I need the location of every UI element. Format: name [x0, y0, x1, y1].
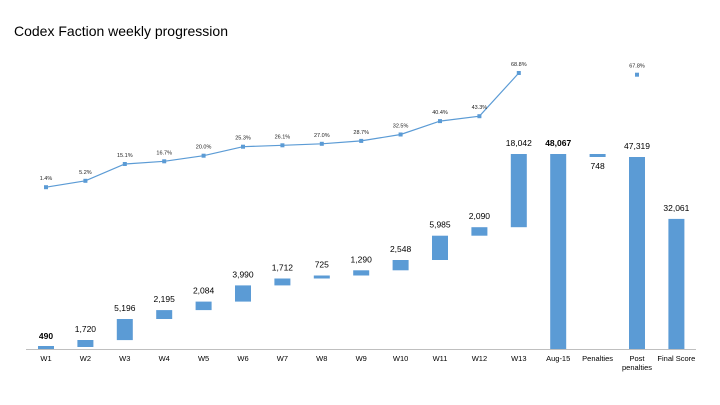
- bar-w7: [274, 278, 291, 286]
- bar-value-label: 3,990: [232, 269, 254, 279]
- category-label: Aug-15: [546, 354, 570, 363]
- bar-w12: [471, 227, 488, 236]
- percent-marker: [635, 72, 639, 77]
- bar-value-label: 48,067: [545, 138, 571, 148]
- bar-value-label: 47,319: [624, 141, 650, 151]
- percent-marker: [359, 138, 364, 143]
- bar-w11: [432, 235, 448, 260]
- percent-label: 15.1%: [117, 153, 133, 159]
- bar-w2: [77, 340, 94, 347]
- bar-value-label: 725: [315, 260, 329, 270]
- percent-label: 20.0%: [196, 145, 212, 151]
- bars-layer: [38, 154, 685, 349]
- bar-w4: [156, 310, 173, 319]
- percent-label: 1.4%: [40, 176, 53, 182]
- percent-label: 5.2%: [79, 170, 92, 176]
- category-label: W6: [237, 354, 248, 363]
- percent-marker: [516, 71, 521, 75]
- percent-marker: [122, 162, 127, 166]
- percent-marker: [201, 153, 206, 158]
- bar-value-label: 2,084: [193, 286, 215, 296]
- percent-label: 32.5%: [393, 124, 409, 130]
- percent-label: 67.8%: [629, 64, 645, 70]
- bar-value-label: 2,195: [154, 294, 176, 304]
- bar-value-label: 2,090: [469, 211, 491, 221]
- percent-line-layer: 1.4% 5.2% 15.1% 16.7% 20.0% 25.3% 26.1% 27.0% 28…: [40, 62, 645, 190]
- category-label: W1: [40, 354, 51, 363]
- category-label: penalties: [622, 363, 652, 372]
- category-label: W2: [80, 354, 91, 363]
- bar-value-label: 5,196: [114, 303, 136, 313]
- percent-marker: [319, 141, 324, 146]
- bar-w5: [195, 301, 212, 311]
- bar-value-label: 1,720: [75, 324, 97, 334]
- bar-value-label: 1,290: [351, 254, 373, 264]
- bar-value-label: 32,061: [663, 203, 689, 213]
- percent-label: 25.3%: [235, 136, 251, 142]
- bar-w8: [313, 275, 330, 279]
- category-label: W8: [316, 354, 327, 363]
- bar-w6: [235, 285, 251, 302]
- bar-w3: [116, 319, 133, 341]
- percent-marker: [162, 159, 167, 164]
- percent-marker: [477, 114, 482, 119]
- bar-aug-15: [550, 154, 567, 349]
- labels-layer: 490 1,720 5,196 2,195 2,084 3,990 1,712 725 1,29…: [39, 138, 690, 341]
- category-label: Penalties: [582, 354, 613, 363]
- bar-value-label: 5,985: [429, 220, 451, 230]
- percent-label: 43.3%: [472, 105, 488, 111]
- percent-series-line: [45, 72, 520, 188]
- category-label: W13: [511, 354, 526, 363]
- bar-value-label: 18,042: [506, 138, 532, 148]
- category-label: W12: [472, 354, 487, 363]
- percent-marker: [83, 178, 88, 183]
- bar-penalties: [589, 154, 606, 157]
- percent-label: 28.7%: [353, 130, 369, 136]
- bar-w1: [38, 346, 54, 349]
- percent-label: 68.8%: [511, 62, 527, 68]
- bar-w9: [353, 270, 370, 276]
- bar-value-label: 748: [591, 161, 605, 171]
- category-label: W11: [433, 354, 448, 363]
- percent-label: 27.0%: [314, 133, 330, 139]
- bar-w10: [392, 260, 409, 271]
- percent-marker: [438, 119, 442, 124]
- bar-value-label: 490: [39, 331, 53, 341]
- category-label: W7: [277, 354, 288, 363]
- category-label: Post: [629, 354, 645, 363]
- bar-value-label: 1,712: [272, 263, 294, 273]
- bar-value-label: 2,548: [390, 244, 412, 254]
- category-label: W9: [356, 354, 367, 363]
- category-label: W4: [159, 354, 170, 363]
- category-labels-layer: W1 W2 W3 W4 W5 W6 W7 W8 W9 W10 W11 W12 W13 Aug-15 Pena…: [40, 354, 695, 372]
- category-label: Final Score: [657, 354, 695, 363]
- percent-label: 16.7%: [156, 150, 172, 156]
- bar-post-penalties: [629, 157, 645, 349]
- percent-label: 40.4%: [432, 110, 448, 116]
- percent-label: 26.1%: [275, 134, 291, 140]
- percent-marker: [280, 143, 285, 148]
- percent-marker: [44, 185, 48, 190]
- category-label: W10: [393, 354, 408, 363]
- bar-final-score: [668, 218, 685, 349]
- percent-marker: [398, 132, 403, 137]
- category-label: W5: [198, 354, 209, 363]
- bar-w13: [510, 154, 527, 228]
- percent-marker: [241, 144, 245, 149]
- category-label: W3: [119, 354, 130, 363]
- chart-title: Codex Faction weekly progression: [14, 23, 228, 39]
